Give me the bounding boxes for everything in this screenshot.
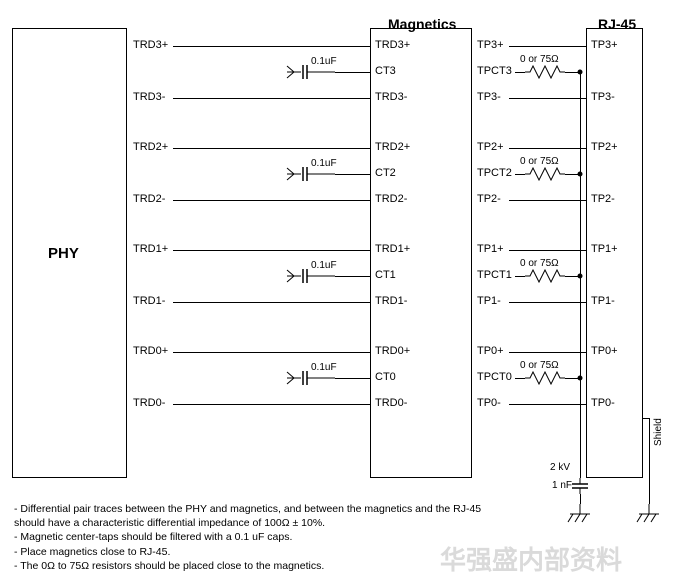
chassis-ground-icon <box>639 504 663 524</box>
series-cap-icon <box>572 478 588 494</box>
trace-line <box>509 302 586 303</box>
magnetics-right-label: TP3- <box>477 91 501 103</box>
trace-line <box>173 250 370 251</box>
magnetics-left-label: TRD1+ <box>375 243 410 255</box>
phy-signal-label: TRD2+ <box>133 141 168 153</box>
magnetics-right-label: TP3+ <box>477 39 504 51</box>
design-notes: - Differential pair traces between the P… <box>14 502 481 573</box>
ct-stub-line <box>335 72 370 73</box>
trace-line <box>173 148 370 149</box>
chassis-ground-icon <box>570 504 594 524</box>
rj45-signal-label: TP2+ <box>591 141 618 153</box>
termination-bus <box>580 70 581 478</box>
phy-signal-label: TRD1+ <box>133 243 168 255</box>
magnetics-right-label: TPCT0 <box>477 371 512 383</box>
trace-line <box>509 250 586 251</box>
tpct-stub <box>515 174 525 175</box>
magnetics-right-label: TPCT3 <box>477 65 512 77</box>
magnetics-title: Magnetics <box>388 16 456 32</box>
resistor-icon <box>525 268 565 284</box>
hv-label: 2 kV <box>550 462 570 473</box>
trace-line <box>509 404 586 405</box>
shield-stub <box>643 418 649 419</box>
resistor-icon <box>525 166 565 182</box>
trace-line <box>173 404 370 405</box>
magnetics-right-label: TP1- <box>477 295 501 307</box>
trace-line <box>173 352 370 353</box>
phy-signal-label: TRD1- <box>133 295 165 307</box>
magnetics-right-label: TP0+ <box>477 345 504 357</box>
magnetics-right-label: TP0- <box>477 397 501 409</box>
rj45-signal-label: TP3- <box>591 91 615 103</box>
magnetics-right-label: TP2- <box>477 193 501 205</box>
phy-title: PHY <box>48 245 79 262</box>
rj45-signal-label: TP0+ <box>591 345 618 357</box>
trace-line <box>509 46 586 47</box>
magnetics-left-label: TRD0- <box>375 397 407 409</box>
rj45-signal-label: TP0- <box>591 397 615 409</box>
tpct-stub <box>515 72 525 73</box>
resistor-value-label: 0 or 75Ω <box>520 156 559 167</box>
phy-signal-label: TRD0+ <box>133 345 168 357</box>
cap-value-label: 0.1uF <box>311 56 337 67</box>
resistor-value-label: 0 or 75Ω <box>520 360 559 371</box>
magnetics-left-label: TRD3+ <box>375 39 410 51</box>
trace-line <box>509 98 586 99</box>
shield-label: Shield <box>653 418 664 446</box>
ct-stub-line <box>335 378 370 379</box>
phy-signal-label: TRD3- <box>133 91 165 103</box>
trace-line <box>173 46 370 47</box>
trace-line <box>173 200 370 201</box>
resistor-value-label: 0 or 75Ω <box>520 258 559 269</box>
rj45-signal-label: TP1+ <box>591 243 618 255</box>
resistor-icon <box>525 370 565 386</box>
magnetics-right-label: TPCT2 <box>477 167 512 179</box>
trace-line <box>509 148 586 149</box>
magnetics-left-label: TRD3- <box>375 91 407 103</box>
magnetics-left-label: TRD1- <box>375 295 407 307</box>
magnetics-left-label: TRD2- <box>375 193 407 205</box>
trace-line <box>173 302 370 303</box>
resistor-icon <box>525 64 565 80</box>
ct-stub-line <box>335 276 370 277</box>
phy-signal-label: TRD2- <box>133 193 165 205</box>
trace-line <box>509 352 586 353</box>
shield-line <box>649 418 650 504</box>
tpct-stub <box>515 378 525 379</box>
ct-stub-line <box>335 174 370 175</box>
phy-signal-label: TRD3+ <box>133 39 168 51</box>
rj45-signal-label: TP1- <box>591 295 615 307</box>
cap-value-label: 0.1uF <box>311 260 337 271</box>
cap-value-label: 0.1uF <box>311 158 337 169</box>
cap-value-label: 0.1uF <box>311 362 337 373</box>
trace-line <box>509 200 586 201</box>
magnetics-left-label: TRD0+ <box>375 345 410 357</box>
magnetics-right-label: TP2+ <box>477 141 504 153</box>
rj45-signal-label: TP2- <box>591 193 615 205</box>
rj45-signal-label: TP3+ <box>591 39 618 51</box>
tpct-stub <box>515 276 525 277</box>
magnetics-left-label: CT2 <box>375 167 396 179</box>
magnetics-left-label: CT0 <box>375 371 396 383</box>
resistor-value-label: 0 or 75Ω <box>520 54 559 65</box>
bus-to-gnd <box>580 494 581 504</box>
phy-signal-label: TRD0- <box>133 397 165 409</box>
term-cap-label: 1 nF <box>552 480 572 491</box>
magnetics-right-label: TP1+ <box>477 243 504 255</box>
magnetics-left-label: CT1 <box>375 269 396 281</box>
trace-line <box>173 98 370 99</box>
rj45-title: RJ-45 <box>598 16 636 32</box>
magnetics-left-label: CT3 <box>375 65 396 77</box>
magnetics-right-label: TPCT1 <box>477 269 512 281</box>
magnetics-left-label: TRD2+ <box>375 141 410 153</box>
